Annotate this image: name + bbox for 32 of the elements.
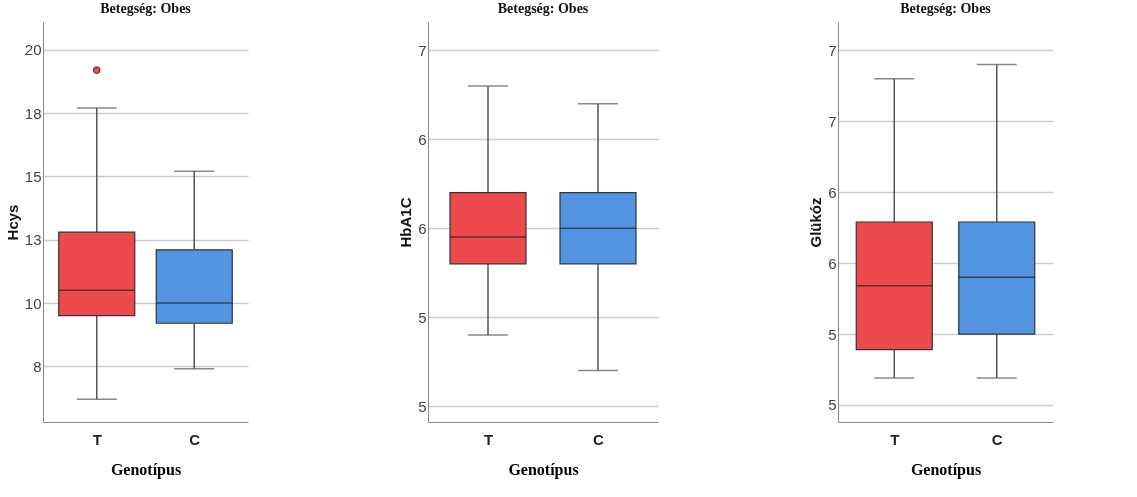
y-tick-label: 5 — [828, 325, 837, 343]
chart-title: Betegség: Obes — [900, 1, 992, 16]
x-tick-label: T — [483, 430, 494, 448]
y-tick-label: 6 — [828, 183, 837, 201]
y-tick-label: 20 — [24, 41, 42, 59]
y-axis-title: Glükóz — [807, 197, 825, 248]
y-tick-label: 5 — [418, 308, 427, 326]
y-tick-label: 5 — [828, 396, 837, 414]
y-axis-title: Hcys — [3, 204, 21, 241]
y-tick-label: 13 — [24, 231, 42, 249]
x-tick-label: C — [189, 430, 201, 448]
x-tick-label: C — [991, 430, 1003, 448]
x-tick-label: C — [593, 430, 605, 448]
y-tick-label: 8 — [33, 357, 42, 375]
x-axis-title: Genotípus — [110, 460, 182, 479]
chart-title: Betegség: Obes — [100, 1, 192, 16]
y-tick-label: 10 — [24, 294, 42, 312]
y-tick-label: 6 — [418, 130, 427, 148]
x-axis-title: Genotípus — [910, 460, 982, 479]
y-tick-label: 7 — [828, 41, 837, 59]
x-axis-title: Genotípus — [508, 460, 579, 479]
y-tick-label: 7 — [418, 41, 427, 59]
y-tick-label: 7 — [828, 112, 837, 130]
x-tick-label: T — [890, 430, 900, 448]
y-axis-title: HbA1C — [397, 197, 415, 248]
y-tick-label: 15 — [24, 167, 42, 185]
y-tick-label: 6 — [828, 254, 837, 272]
chart-title: Betegség: Obes — [497, 1, 589, 16]
x-tick-label: T — [92, 430, 102, 448]
y-tick-label: 6 — [418, 219, 427, 237]
y-tick-label: 18 — [24, 104, 42, 122]
y-tick-label: 5 — [418, 397, 427, 415]
